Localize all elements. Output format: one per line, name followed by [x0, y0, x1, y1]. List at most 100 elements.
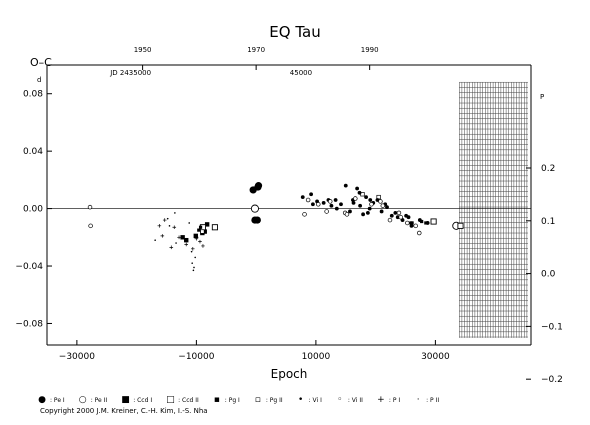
data-point: [410, 221, 414, 225]
data-point: [361, 212, 365, 217]
legend-label: : Pg II: [265, 396, 283, 404]
data-point: [192, 269, 195, 272]
data-point: [198, 239, 202, 244]
data-point: [355, 186, 360, 191]
top-year-label: 1950: [134, 46, 152, 54]
plot-frame: [46, 64, 532, 346]
data-point: [193, 266, 195, 269]
data-point: [387, 217, 393, 223]
top-year-label: 1970: [247, 46, 265, 54]
data-point: [324, 209, 329, 214]
legend-item: ■: Ccd I: [121, 395, 152, 405]
y-tick-label-left: −0.08: [15, 319, 43, 329]
x-tick-label: 10000: [302, 352, 331, 362]
data-point: [311, 202, 315, 207]
legend-symbol-icon: ▫: [254, 395, 261, 405]
data-point: [385, 205, 389, 210]
data-point: [367, 206, 372, 211]
y-tick-label-left: 0.04: [23, 147, 43, 157]
legend-label: : Pg I: [224, 396, 240, 404]
x-tick-label: 30000: [421, 352, 450, 362]
jd-label: JD 2435000: [109, 69, 151, 77]
chart-title: EQ Tau: [269, 23, 320, 41]
legend-symbol-icon: •: [297, 395, 304, 405]
data-point: [204, 222, 210, 227]
axis-ticks: −30000 −10000 10000 30000 0.08 0.04 0.00 −0.04 −…: [15, 46, 562, 385]
legend-symbol-icon: ▪: [213, 395, 220, 405]
data-point: [154, 239, 156, 241]
data-point: [353, 196, 358, 201]
data-point: [357, 190, 362, 195]
y-tick-label-right: 0.0: [541, 270, 556, 280]
x-tick-label: −30000: [59, 352, 95, 362]
y-tick-label-left: 0.08: [23, 90, 43, 100]
data-point: [348, 209, 352, 214]
x-tick-label: −10000: [178, 352, 214, 362]
y-unit-left: d: [37, 76, 41, 84]
data-point: [162, 218, 167, 222]
legend-symbol-icon: +: [377, 395, 385, 405]
y-unit-right: P: [540, 93, 544, 101]
data-point: [174, 212, 176, 214]
data-point: [197, 228, 201, 232]
data-point: [190, 250, 193, 253]
data-point: [251, 216, 259, 224]
data-point: [365, 210, 370, 215]
y-tick-label-left: −0.04: [15, 262, 43, 272]
data-point: [405, 220, 410, 226]
data-point: [175, 242, 177, 244]
data-point: [157, 224, 162, 228]
legend-label: : Ccd II: [178, 396, 199, 404]
data-point: [254, 182, 263, 190]
legend-item: ●: Pe I: [38, 395, 65, 405]
data-point: [200, 229, 205, 234]
data-point: [160, 234, 165, 238]
y-tick-label-right: 0.2: [541, 164, 555, 174]
legend-item: •: Vi I: [297, 395, 322, 405]
data-point: [398, 214, 403, 220]
legend-item: □: Ccd II: [166, 395, 199, 405]
data-point: [368, 198, 373, 202]
legend-item: ▫ : Pg II: [254, 395, 283, 405]
legend-symbol-icon: □: [166, 395, 175, 405]
legend-label: : Ccd I: [133, 396, 153, 404]
data-point: [309, 192, 314, 197]
data-point: [417, 218, 422, 222]
data-point: [190, 246, 195, 251]
data-point: [193, 233, 198, 239]
legend-label: : P I: [388, 396, 401, 404]
data-point: [211, 224, 218, 231]
data-point: [194, 236, 199, 241]
data-points: [87, 182, 464, 272]
data-point: [87, 204, 93, 210]
data-point: [300, 195, 305, 200]
data-point: [166, 217, 169, 220]
top-year-label: 1990: [361, 46, 379, 54]
data-point: [339, 202, 343, 207]
data-point: [305, 197, 311, 203]
legend-symbol-icon: ·: [416, 395, 420, 405]
legend-label: : P II: [426, 396, 440, 404]
legend-item: ◦: Vi II: [336, 395, 363, 405]
data-point: [191, 262, 193, 264]
data-point: [369, 202, 374, 207]
legend: ●: Pe I ○: Pe II ■: Ccd I □: Ccd II ▪ : Pg I ▫…: [38, 394, 453, 406]
data-point: [202, 229, 207, 234]
legend-item: ▪ : Pg I: [213, 395, 240, 405]
data-point: [316, 202, 321, 207]
legend-item: ○: Pe II: [79, 395, 107, 405]
data-point: [343, 183, 348, 188]
data-point: [413, 223, 418, 229]
data-point: [180, 235, 185, 240]
data-point: [198, 225, 203, 229]
data-point: [358, 203, 363, 208]
data-point: [201, 244, 205, 248]
data-point: [168, 225, 171, 227]
legend-label: : Pe II: [90, 396, 108, 404]
legend-label: : Vi II: [347, 396, 363, 404]
data-point: [425, 221, 430, 225]
data-point: [333, 198, 338, 202]
data-point: [329, 203, 334, 208]
data-point: [169, 245, 174, 250]
